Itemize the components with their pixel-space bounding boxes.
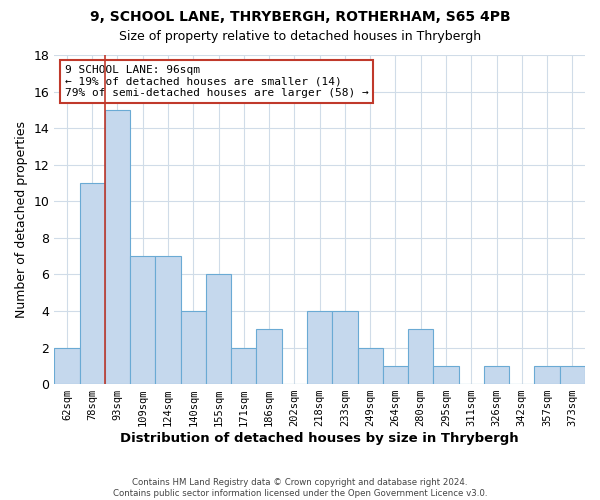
Text: Size of property relative to detached houses in Thrybergh: Size of property relative to detached ho… bbox=[119, 30, 481, 43]
Bar bbox=[181, 311, 206, 384]
Bar bbox=[80, 183, 105, 384]
Bar bbox=[206, 274, 231, 384]
Text: 9, SCHOOL LANE, THRYBERGH, ROTHERHAM, S65 4PB: 9, SCHOOL LANE, THRYBERGH, ROTHERHAM, S6… bbox=[89, 10, 511, 24]
Bar bbox=[130, 256, 155, 384]
Bar bbox=[560, 366, 585, 384]
Bar bbox=[484, 366, 509, 384]
Bar bbox=[332, 311, 358, 384]
Text: Contains HM Land Registry data © Crown copyright and database right 2024.
Contai: Contains HM Land Registry data © Crown c… bbox=[113, 478, 487, 498]
X-axis label: Distribution of detached houses by size in Thrybergh: Distribution of detached houses by size … bbox=[121, 432, 519, 445]
Bar bbox=[231, 348, 256, 384]
Bar bbox=[408, 329, 433, 384]
Bar bbox=[155, 256, 181, 384]
Y-axis label: Number of detached properties: Number of detached properties bbox=[15, 121, 28, 318]
Bar bbox=[535, 366, 560, 384]
Bar bbox=[307, 311, 332, 384]
Bar bbox=[433, 366, 458, 384]
Text: 9 SCHOOL LANE: 96sqm
← 19% of detached houses are smaller (14)
79% of semi-detac: 9 SCHOOL LANE: 96sqm ← 19% of detached h… bbox=[65, 65, 368, 98]
Bar bbox=[256, 329, 282, 384]
Bar bbox=[105, 110, 130, 384]
Bar bbox=[358, 348, 383, 384]
Bar bbox=[383, 366, 408, 384]
Bar bbox=[54, 348, 80, 384]
